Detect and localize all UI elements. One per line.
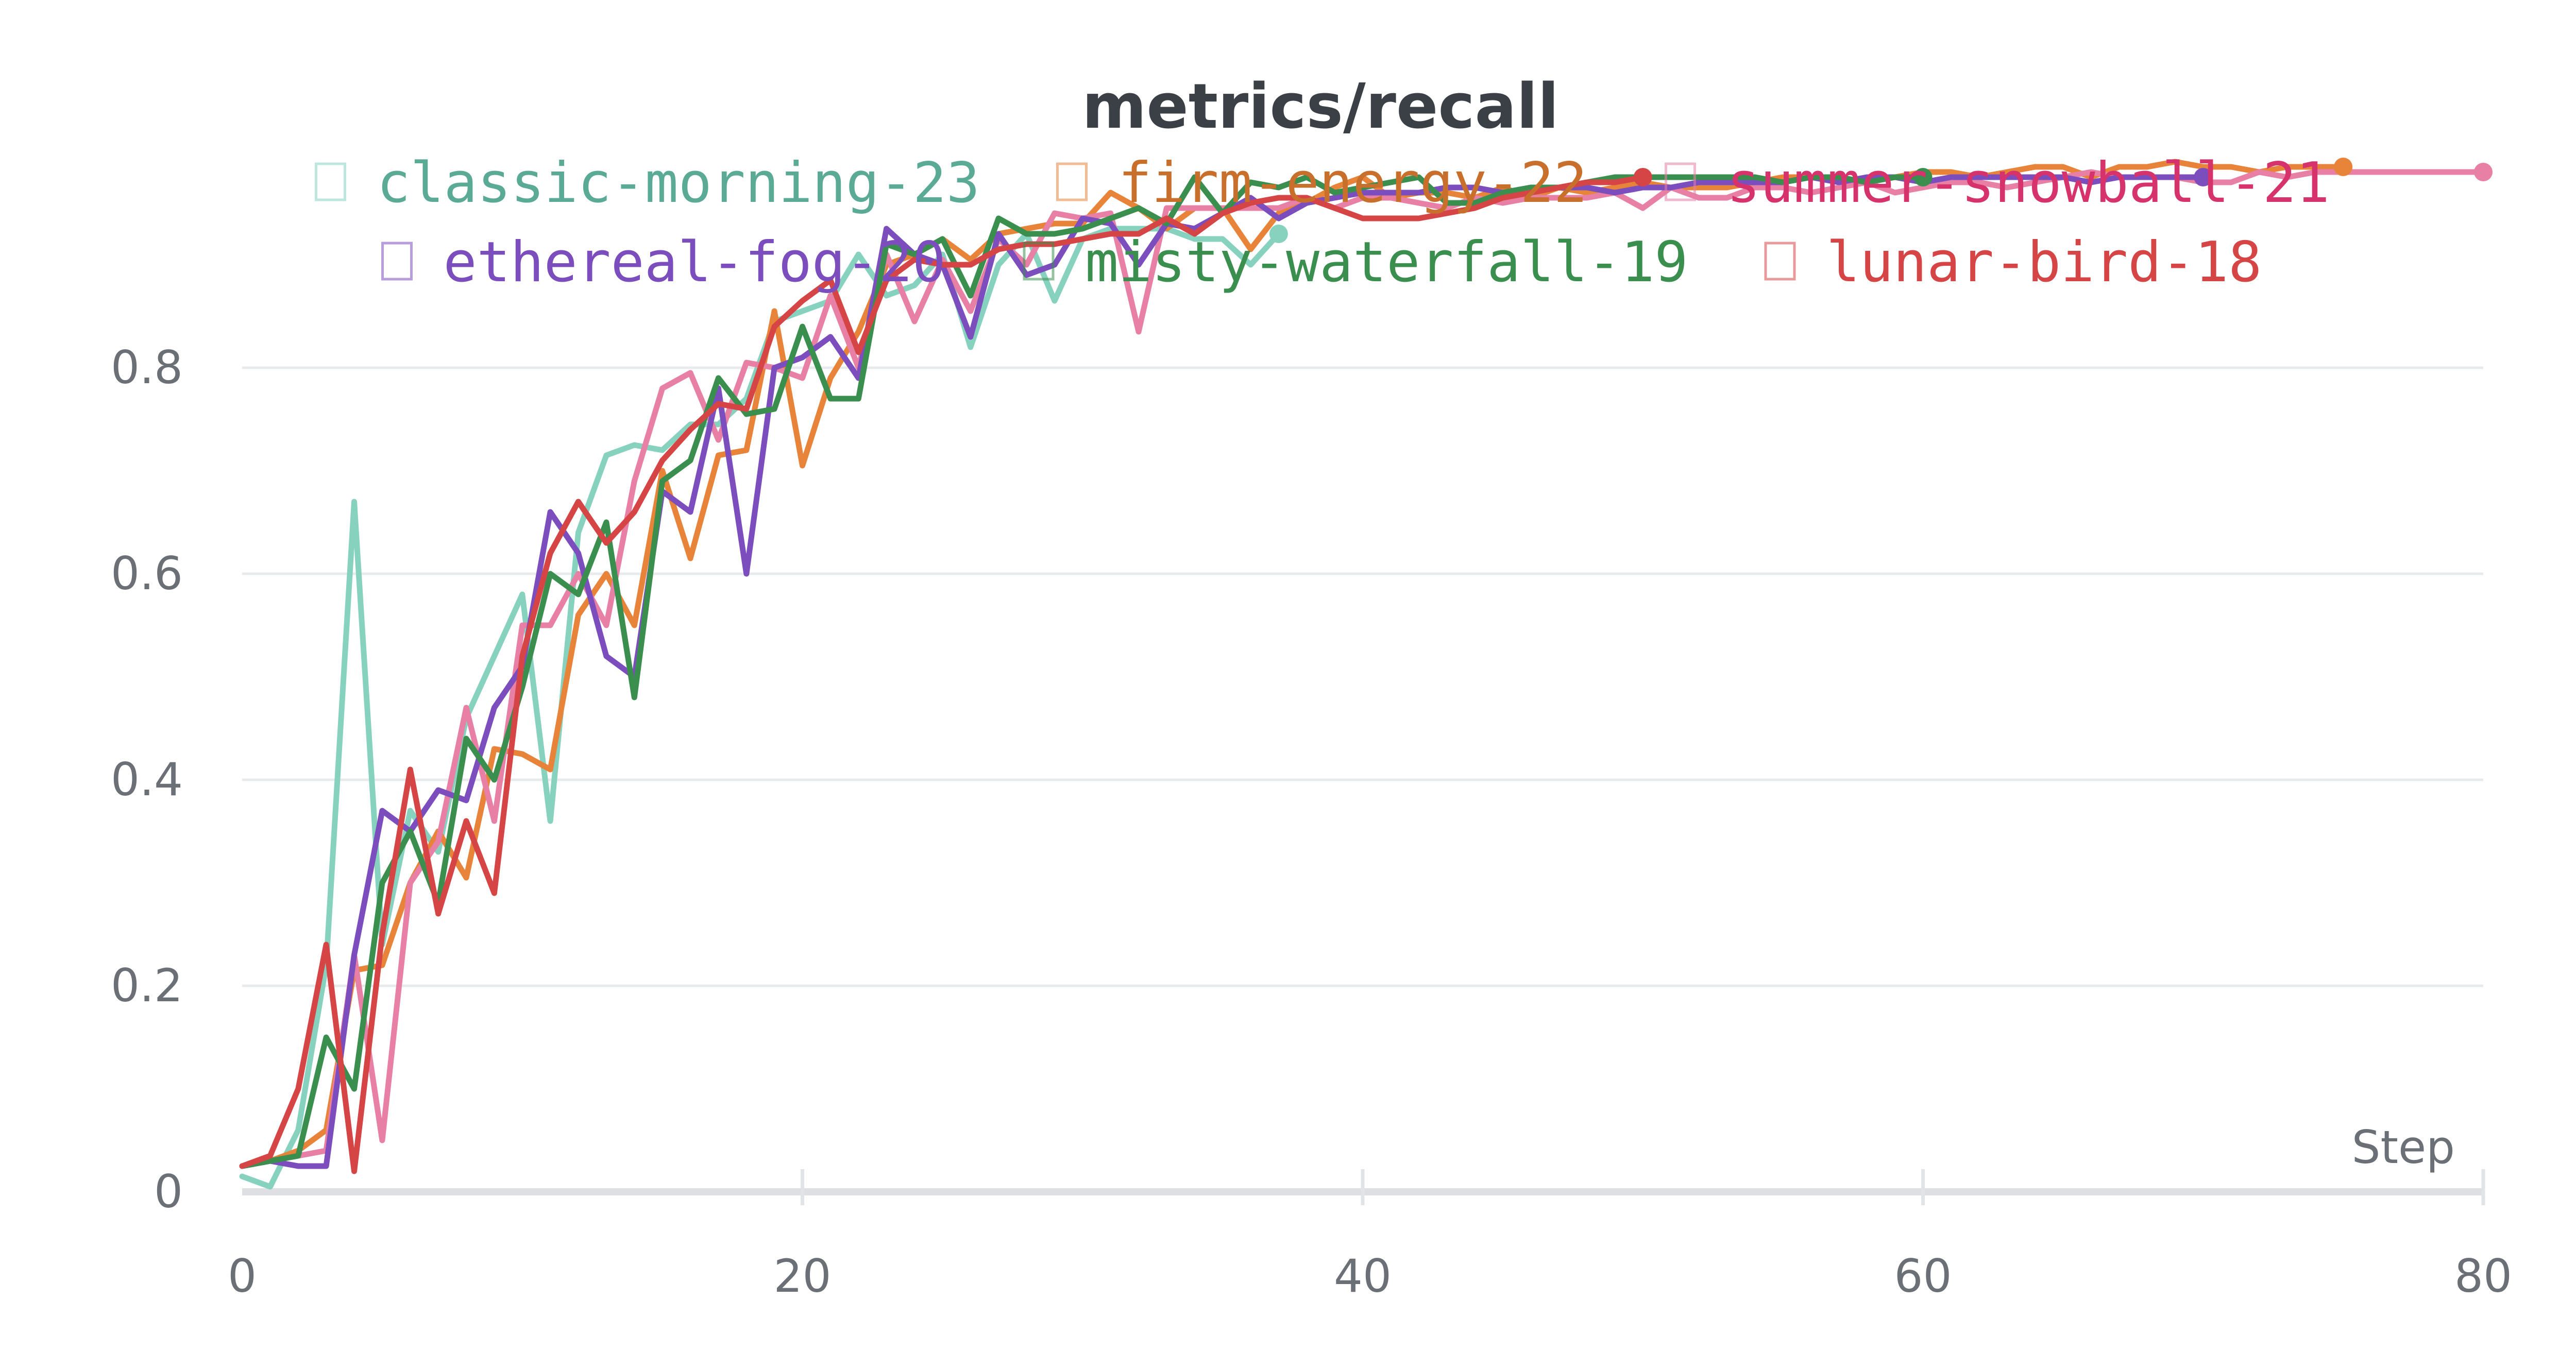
series-endpoint-firm-energy-22 [2334, 158, 2353, 176]
y-tick-label: 0.4 [111, 753, 183, 806]
y-tick-label: 0.6 [111, 547, 183, 600]
series-endpoint-lunar-bird-18 [1633, 168, 1652, 186]
x-axis-label: Step [2352, 1121, 2455, 1174]
x-tick-label: 20 [774, 1250, 832, 1303]
x-axis-ticks: 0 20 40 60 80 [228, 1169, 2512, 1303]
legend-item-ethereal-fog-20[interactable]: ethereal-fog-20 [381, 230, 946, 295]
legend-swatch [315, 162, 346, 201]
x-tick-label: 40 [1334, 1250, 1392, 1303]
series-endpoint-ethereal-fog-20 [2194, 168, 2213, 186]
y-tick-label: 0.2 [111, 959, 183, 1012]
grid-lines [242, 366, 2483, 987]
legend: classic-morning-23 firm-energy-22 summer-s… [315, 151, 2330, 295]
legend-swatch [1023, 242, 1055, 281]
series-line-summer-snowball-21 [239, 169, 2486, 1169]
legend-swatch [1665, 162, 1696, 201]
legend-label: ethereal-fog-20 [444, 230, 946, 295]
series-endpoints [1269, 158, 2493, 243]
legend-label: summer-snowball-21 [1727, 151, 2330, 215]
legend-label: lunar-bird-18 [1826, 230, 2262, 295]
series-line-ethereal-fog-20 [239, 174, 2206, 1169]
series-lines [239, 159, 2486, 1190]
legend-item-firm-energy-22[interactable]: firm-energy-22 [1056, 151, 1587, 215]
legend-item-summer-snowball-21[interactable]: summer-snowball-21 [1665, 151, 2330, 215]
y-axis-ticks: 0 0.2 0.4 0.6 0.8 [111, 341, 183, 1218]
y-tick-label: 0 [154, 1165, 183, 1218]
legend-label: firm-energy-22 [1118, 151, 1587, 215]
series-endpoint-misty-waterfall-19 [1913, 168, 1933, 186]
series-endpoint-summer-snowball-21 [2474, 163, 2493, 181]
legend-item-lunar-bird-18[interactable]: lunar-bird-18 [1764, 230, 2262, 295]
legend-label: misty-waterfall-19 [1085, 230, 1688, 295]
legend-swatch [381, 242, 413, 281]
x-tick-label: 0 [228, 1250, 257, 1303]
series-line-firm-energy-22 [239, 159, 2346, 1169]
series-line-lunar-bird-18 [239, 174, 1646, 1174]
x-tick-label: 60 [1894, 1250, 1952, 1303]
legend-label: classic-morning-23 [377, 151, 980, 215]
legend-item-misty-waterfall-19[interactable]: misty-waterfall-19 [1023, 230, 1688, 295]
chart-title: metrics/recall [1082, 71, 1558, 143]
legend-swatch [1764, 242, 1796, 281]
x-tick-label: 80 [2454, 1250, 2512, 1303]
legend-item-classic-morning-23[interactable]: classic-morning-23 [315, 151, 980, 215]
series-endpoint-classic-morning-23 [1269, 225, 1288, 243]
legend-swatch [1056, 162, 1088, 201]
series-line-misty-waterfall-19 [239, 174, 1926, 1169]
y-tick-label: 0.8 [111, 341, 183, 394]
